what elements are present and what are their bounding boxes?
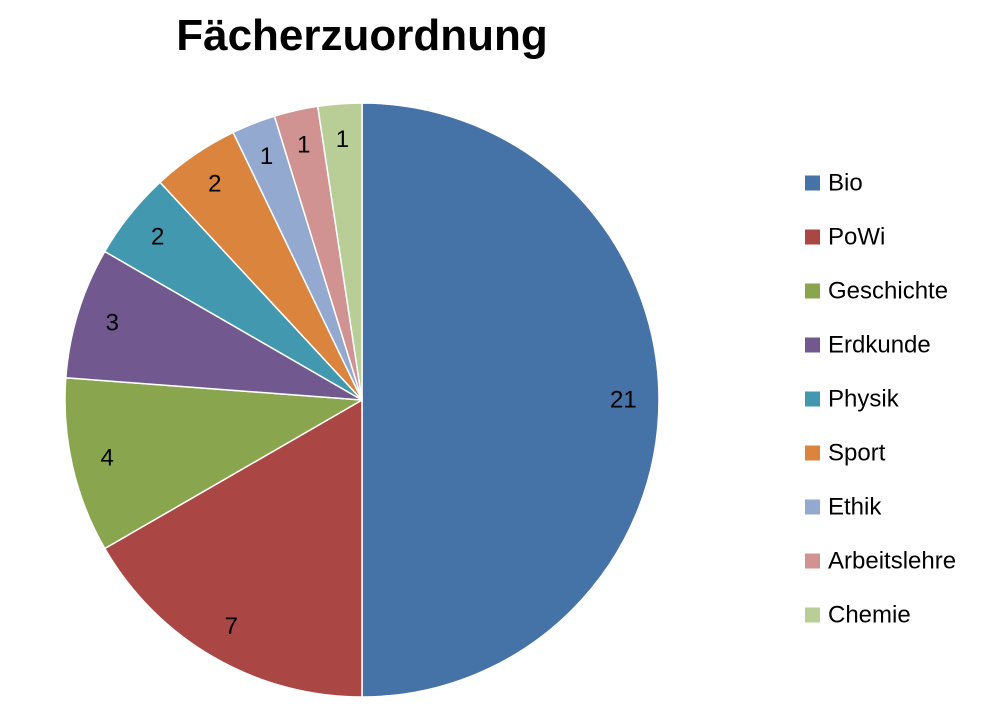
data-label-chemie: 1 [336, 126, 349, 153]
legend-item-sport: Sport [805, 440, 886, 467]
pie-slice-geschichte [64, 377, 363, 550]
data-label-bio: 21 [610, 387, 637, 414]
legend-item-physik: Physik [805, 386, 900, 413]
legend-label-physik: Physik [828, 386, 900, 413]
legend-label-powi: PoWi [828, 224, 885, 251]
legend-swatch-arbeitslehre [805, 553, 820, 569]
legend-item-geschichte: Geschichte [805, 278, 948, 305]
legend-label-chemie: Chemie [828, 602, 911, 629]
legend-label-geschichte: Geschichte [828, 278, 948, 305]
data-label-ethik: 1 [260, 143, 273, 170]
pie-slices [64, 102, 660, 698]
legend-label-erdkunde: Erdkunde [828, 332, 931, 359]
legend-swatch-erdkunde [805, 337, 820, 353]
legend-item-chemie: Chemie [805, 602, 911, 629]
chart-title: Fächerzuordnung [176, 11, 548, 60]
legend-swatch-physik [805, 391, 820, 407]
legend-item-erdkunde: Erdkunde [805, 332, 931, 359]
pie-slice-erdkunde [65, 250, 363, 401]
legend-item-ethik: Ethik [805, 494, 882, 521]
data-label-powi: 7 [225, 613, 238, 640]
legend-swatch-geschichte [805, 283, 820, 299]
data-label-sport: 2 [208, 171, 221, 198]
pie-slice-powi [104, 399, 363, 698]
data-label-physik: 2 [151, 224, 164, 251]
legend-swatch-chemie [805, 607, 820, 623]
legend-item-bio: Bio [805, 170, 863, 197]
legend-label-arbeitslehre: Arbeitslehre [828, 548, 956, 575]
pie-slice-bio [361, 102, 660, 698]
pie-slice-chemie [316, 102, 363, 401]
chart-legend: Bio PoWi Geschichte Erdkunde Physik Sport Ethi… [805, 170, 956, 629]
data-label-arbeitslehre: 1 [297, 132, 310, 159]
legend-label-bio: Bio [828, 170, 863, 197]
legend-item-powi: PoWi [805, 224, 885, 251]
legend-swatch-powi [805, 229, 820, 245]
legend-swatch-ethik [805, 499, 820, 515]
data-label-erdkunde: 3 [106, 309, 119, 336]
legend-swatch-bio [805, 175, 820, 191]
data-label-geschichte: 4 [101, 445, 114, 472]
legend-swatch-sport [805, 445, 820, 461]
legend-label-sport: Sport [828, 440, 886, 467]
legend-label-ethik: Ethik [828, 494, 882, 521]
legend-item-arbeitslehre: Arbeitslehre [805, 548, 956, 575]
